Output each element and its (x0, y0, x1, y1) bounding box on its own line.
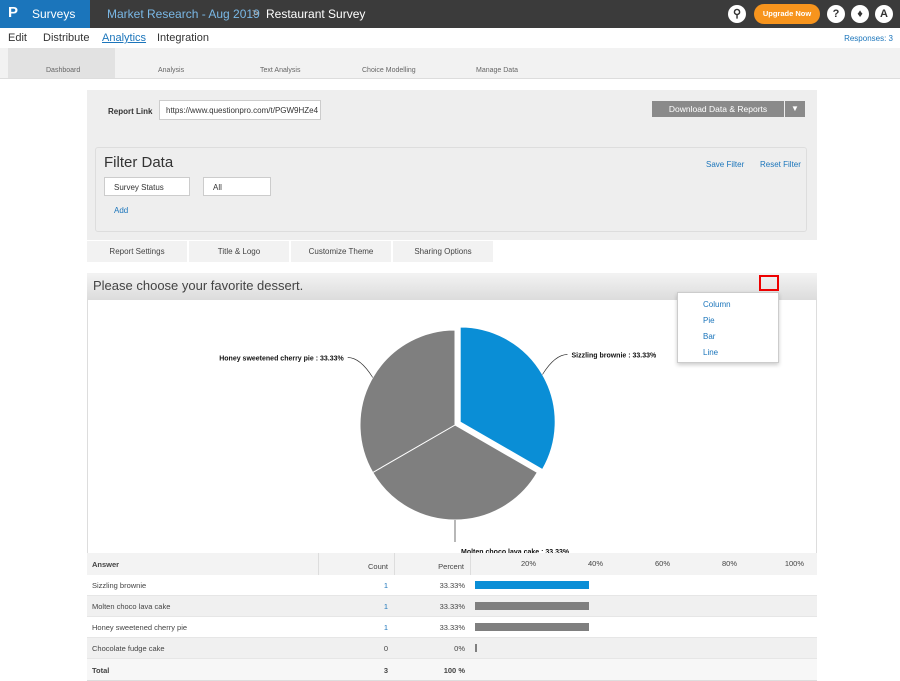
download-button[interactable]: Download Data & Reports (652, 101, 784, 117)
question-title: Please choose your favorite dessert. (93, 278, 303, 293)
toolbar-item[interactable]: Choice Modelling (362, 67, 416, 74)
separator: > (252, 6, 259, 20)
filter-box (95, 147, 807, 232)
answer-cell: Honey sweetened cherry pie (92, 623, 187, 632)
header-cell: Percent (394, 562, 464, 571)
download-dropdown[interactable]: ▼ (785, 101, 805, 117)
leader-line (542, 355, 567, 375)
data-label: Honey sweetened cherry pie : 33.33% (219, 356, 344, 363)
breadcrumb-link[interactable]: Market Research - Aug 2019 (107, 7, 260, 21)
menu-item[interactable]: Distribute (43, 32, 89, 44)
answer-cell: Chocolate fudge cake (92, 644, 165, 653)
menu-option[interactable]: Column (703, 300, 731, 309)
axis-tick-label: 40% (573, 559, 603, 568)
chart-type-button[interactable] (759, 275, 779, 291)
menu-option[interactable]: Line (703, 348, 718, 357)
leader-line (348, 358, 373, 378)
menu-item[interactable]: Edit (8, 32, 27, 44)
search-button[interactable]: ⚲ (728, 5, 746, 23)
save-filter[interactable]: Save Filter (706, 160, 744, 169)
chart-type-menu: Column Pie Bar Line (677, 292, 779, 363)
count-cell: 1 (318, 623, 388, 632)
toolbar-item[interactable]: Text Analysis (260, 67, 300, 74)
report-link-label: Report Link (108, 107, 152, 116)
menu-item[interactable]: Integration (157, 32, 209, 44)
filter-value[interactable]: All (203, 177, 271, 196)
percent-cell: 33.33% (394, 602, 465, 611)
notifications-button[interactable]: ♦ (851, 5, 869, 23)
total-label: Total (92, 666, 109, 675)
answer-cell: Molten choco lava cake (92, 602, 170, 611)
report-link[interactable]: https://www.questionpro.com/t/PGW9HZe4 (159, 100, 321, 120)
help-button[interactable]: ? (827, 5, 845, 23)
toolbar (0, 48, 900, 79)
percent-bar (475, 581, 589, 589)
total-count: 3 (318, 666, 388, 675)
data-label: Sizzling brownie : 33.33% (571, 353, 657, 360)
axis-tick-label: 100% (774, 559, 804, 568)
toolbar-item[interactable]: Dashboard (46, 67, 80, 74)
toolbar-item[interactable]: Analysis (158, 67, 184, 74)
add-filter[interactable]: Add (114, 206, 128, 215)
count-cell: 1 (318, 581, 388, 590)
percent-cell: 0% (394, 644, 465, 653)
count-cell: 1 (318, 602, 388, 611)
tab[interactable]: Customize Theme (291, 241, 391, 262)
breadcrumb-current: Restaurant Survey (266, 7, 365, 21)
header-cell: Answer (92, 560, 119, 569)
menu-option[interactable]: Pie (703, 316, 715, 325)
filter-title: Filter Data (104, 154, 173, 171)
reset-filter[interactable]: Reset Filter (760, 160, 801, 169)
results-table: AnswerCountPercent20%40%60%80%100%Sizzli… (87, 553, 817, 681)
menu-item-active[interactable]: Analytics (102, 32, 146, 44)
percent-bar (475, 602, 589, 610)
percent-bar (475, 644, 477, 652)
axis-tick-label: 60% (640, 559, 670, 568)
logo: P (8, 4, 18, 21)
header-cell: Count (318, 562, 388, 571)
upgrade-button[interactable]: Upgrade Now (754, 4, 820, 24)
filter-field[interactable]: Survey Status (104, 177, 190, 196)
answer-cell: Sizzling brownie (92, 581, 146, 590)
tab[interactable]: Report Settings (87, 241, 187, 262)
tab[interactable]: Title & Logo (189, 241, 289, 262)
percent-bar (475, 623, 589, 631)
axis-tick-label: 20% (506, 559, 536, 568)
percent-cell: 33.33% (394, 581, 465, 590)
total-percent: 100 % (394, 666, 465, 675)
app-switcher[interactable]: P Surveys (0, 0, 90, 28)
menu-option[interactable]: Bar (703, 332, 715, 341)
tab[interactable]: Sharing Options (393, 241, 493, 262)
axis-tick-label: 80% (707, 559, 737, 568)
percent-cell: 33.33% (394, 623, 465, 632)
app-name: Surveys (32, 7, 75, 21)
responses: Responses: 3 (844, 34, 893, 43)
avatar[interactable]: A (875, 5, 893, 23)
toolbar-item[interactable]: Manage Data (476, 67, 518, 74)
count-cell: 0 (318, 644, 388, 653)
